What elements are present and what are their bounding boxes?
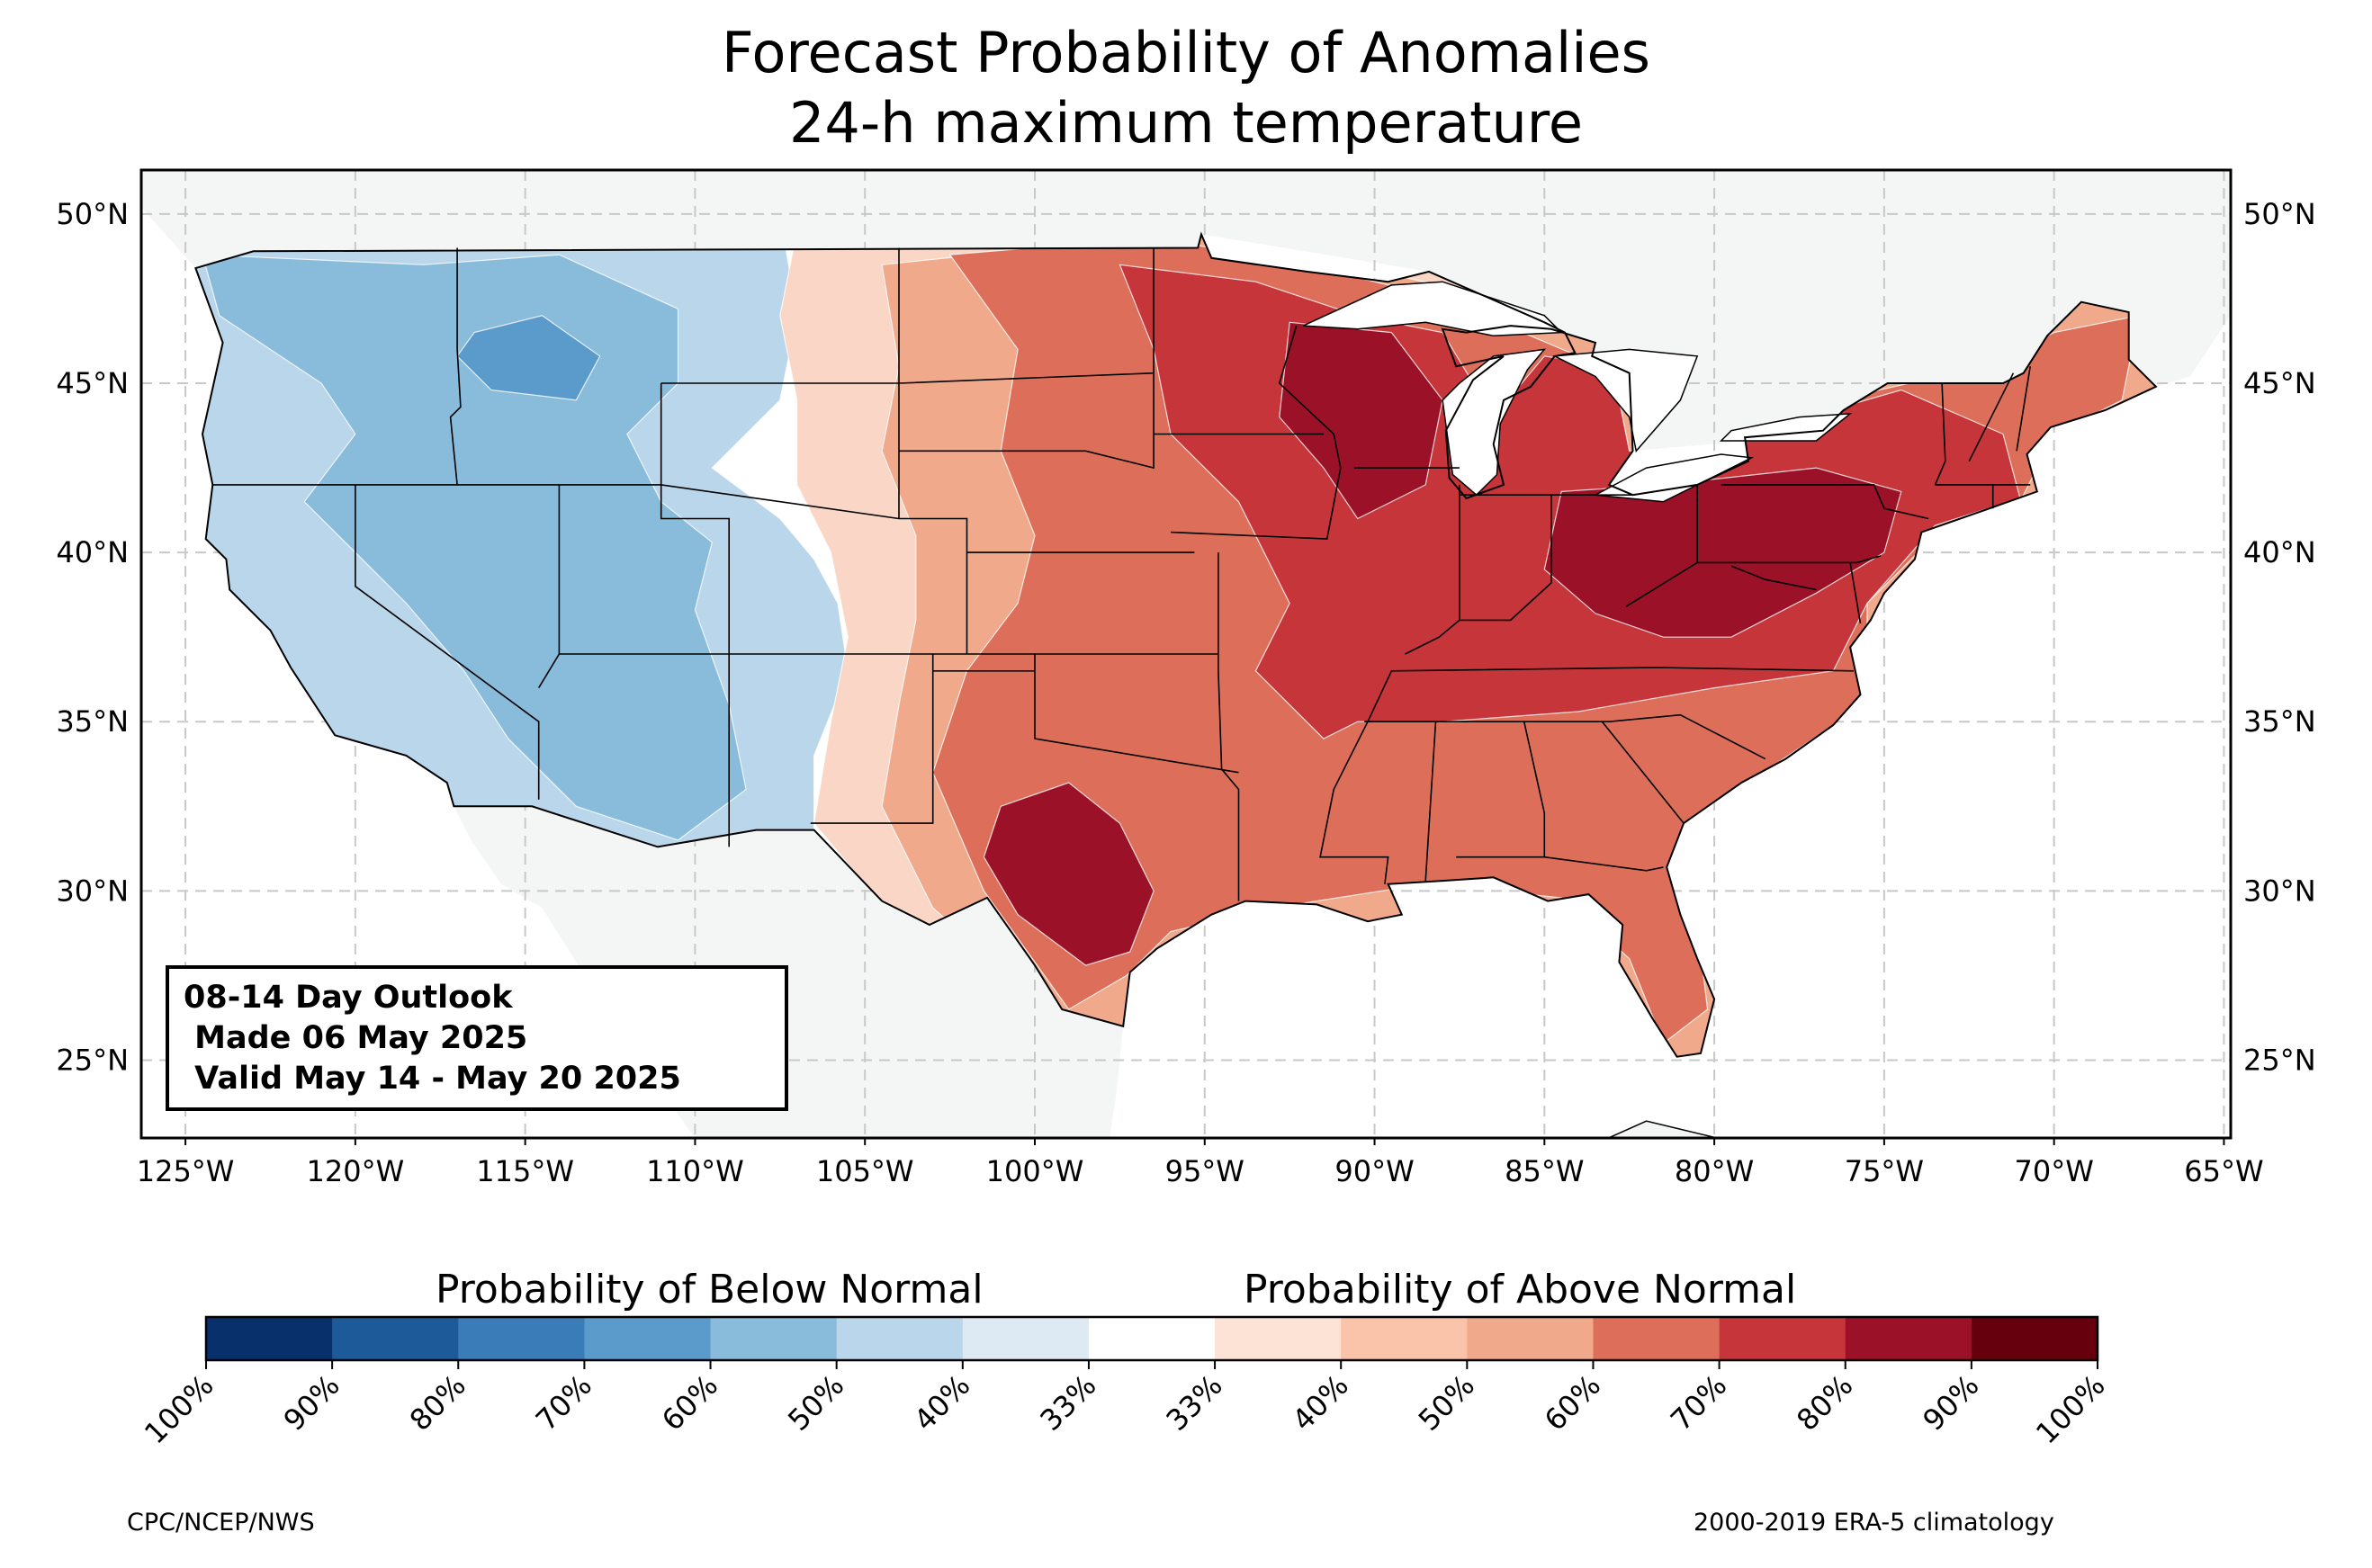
mexico-landmass — [454, 806, 1124, 1138]
colorbar-tick-label: 50% — [1412, 1368, 1481, 1438]
colorbar-swatch — [584, 1317, 712, 1360]
latitude-tick-label: 35°N — [56, 704, 129, 739]
latitude-labels: 50°N 50°N 45°N 45°N 40°N 40°N 35°N 35°N 30°N 30°N… — [56, 197, 2315, 1078]
colorbar-swatch — [206, 1317, 333, 1360]
colorbar-tick-label: 70% — [1664, 1368, 1733, 1438]
colorbar-swatch — [1845, 1317, 1972, 1360]
latitude-tick-label: 40°N — [2243, 535, 2316, 569]
colorbar-swatch — [1971, 1317, 2098, 1360]
map-frame — [139, 168, 2233, 1140]
longitude-tick-label: 90°W — [1334, 1154, 1414, 1188]
colorbar-tick-label: 33% — [1033, 1368, 1102, 1438]
latitude-tick-label: 40°N — [56, 535, 129, 569]
colorbar-outline — [204, 1315, 2099, 1362]
longitude-tick-label: 95°W — [1165, 1154, 1244, 1188]
longitude-tick-label: 75°W — [1845, 1154, 1924, 1188]
latitude-tick-label: 30°N — [56, 874, 129, 908]
colorbar-swatch — [1593, 1317, 1721, 1360]
region-above-80-midwest — [1279, 321, 1443, 520]
state-boundaries — [212, 247, 2031, 901]
colorbar-tick-label: 33% — [1160, 1368, 1229, 1438]
latitude-tick-label: 50°N — [2243, 197, 2316, 231]
longitude-tick-label: 85°W — [1505, 1154, 1584, 1188]
longitude-tick-label: 105°W — [816, 1154, 914, 1188]
longitude-tick-label: 80°W — [1675, 1154, 1754, 1188]
colorbar-tick-label: 100% — [2029, 1368, 2112, 1451]
colorbar-swatch — [1215, 1317, 1342, 1360]
longitude-tick-label: 125°W — [137, 1154, 235, 1188]
colorbar-tick-label: 60% — [655, 1368, 724, 1438]
colorbar-tick-label: 70% — [529, 1368, 598, 1438]
chart-title: Forecast Probability of Anomalies 24-h m… — [0, 18, 2372, 158]
longitude-tick-label: 65°W — [2184, 1154, 2263, 1188]
latitude-tick-label: 30°N — [2243, 874, 2316, 908]
colorbar-tick-label: 50% — [781, 1368, 850, 1438]
longitude-tick-label: 110°W — [646, 1154, 744, 1188]
region-below-60 — [202, 254, 747, 841]
colorbar-tick-label: 40% — [1286, 1368, 1355, 1438]
canada-landmass — [141, 170, 2231, 452]
latitude-tick-label: 35°N — [2243, 704, 2316, 739]
footer-credit: CPC/NCEP/NWS — [127, 1509, 315, 1537]
colorbar-tick-label: 80% — [1790, 1368, 1859, 1438]
colorbar-swatch — [1467, 1317, 1594, 1360]
colorbar-tick-label: 40% — [907, 1368, 976, 1438]
colorbar-swatch — [710, 1317, 838, 1360]
colorbar-above-title: Probability of Above Normal — [1244, 1267, 1797, 1313]
latitude-tick-label: 50°N — [56, 197, 129, 231]
longitude-tick-label: 120°W — [307, 1154, 405, 1188]
latitude-tick-label: 25°N — [2243, 1043, 2316, 1077]
valid-dates: Valid May 14 - May 20 2025 — [184, 1061, 681, 1097]
colorbar-swatch — [1088, 1317, 1216, 1360]
colorbar-tick-label: 90% — [277, 1368, 346, 1438]
longitude-tick-label: 100°W — [986, 1154, 1084, 1188]
colorbar-swatch — [962, 1317, 1090, 1360]
title-line-1: Forecast Probability of Anomalies — [722, 20, 1650, 85]
longitude-tick-label: 70°W — [2014, 1154, 2093, 1188]
colorbar: 100% 90% 80% 70% 60% 50% 40% 33% 33% 40% 50% 60% 70%… — [138, 1315, 2112, 1451]
colorbar-swatch — [1719, 1317, 1846, 1360]
colorbar-tick-label: 100% — [138, 1368, 220, 1451]
footer-climatology: 2000-2019 ERA-5 climatology — [1694, 1509, 2054, 1537]
colorbar-tick-label: 90% — [1916, 1368, 1985, 1438]
longitude-tick-label: 115°W — [476, 1154, 574, 1188]
latitude-tick-label: 45°N — [56, 366, 129, 400]
outlook-period: 08-14 Day Outlook — [184, 980, 513, 1016]
colorbar-below-title: Probability of Below Normal — [436, 1267, 984, 1313]
outlook-info-box: 08-14 Day Outlook Made 06 May 2025 Valid… — [166, 965, 788, 1111]
colorbar-swatch — [458, 1317, 585, 1360]
region-above-80-ohio-valley — [1543, 467, 1902, 638]
longitude-labels: 125°W 120°W 115°W 110°W 105°W 100°W 95°W 90°W 85… — [137, 1138, 2264, 1188]
colorbar-swatch — [1341, 1317, 1468, 1360]
colorbar-tick-label: 60% — [1538, 1368, 1607, 1438]
title-line-2: 24-h maximum temperature — [788, 90, 1584, 156]
latitude-tick-label: 25°N — [56, 1043, 129, 1077]
country-boundary — [194, 231, 2158, 1058]
colorbar-swatch — [332, 1317, 459, 1360]
cuba-island — [1606, 1120, 1721, 1138]
region-above-80-texas — [983, 782, 1155, 966]
made-date: Made 06 May 2025 — [184, 1020, 528, 1056]
colorbar-tick-label: 80% — [403, 1368, 472, 1438]
latitude-tick-label: 45°N — [2243, 366, 2316, 400]
colorbar-swatch — [836, 1317, 964, 1360]
